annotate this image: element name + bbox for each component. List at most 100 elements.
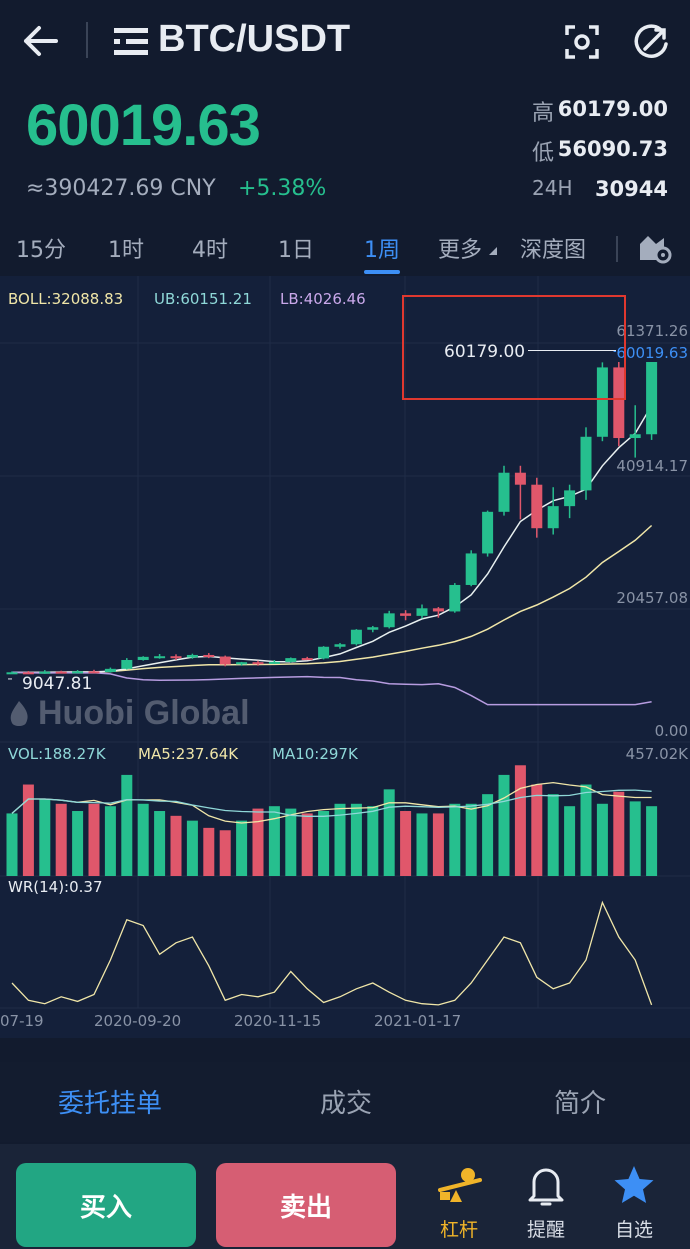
- volume-bar: [236, 820, 248, 876]
- volume-bar: [498, 774, 510, 876]
- pair-title[interactable]: BTC/USDT: [158, 18, 351, 60]
- tab-4h[interactable]: 4时: [192, 238, 228, 263]
- tab-orders[interactable]: 委托挂单: [58, 1089, 163, 1119]
- wr-line: [11, 900, 653, 1006]
- candle-body: [219, 656, 231, 665]
- date-label-4: 2021-01-17: [374, 1012, 462, 1030]
- volume-bar: [367, 806, 379, 876]
- vol24-value: 30944: [594, 177, 668, 201]
- volume-bar: [301, 813, 313, 876]
- candle-body: [400, 613, 412, 616]
- max-price-marker: 60179.00: [444, 342, 526, 362]
- cny-price: ≈390427.69 CNY: [26, 176, 216, 201]
- favorite-label[interactable]: 自选: [615, 1219, 654, 1241]
- wr-series-line: [11, 900, 653, 1006]
- tab-more[interactable]: 更多: [438, 238, 483, 263]
- candle-body: [564, 490, 576, 507]
- kline-chart-area[interactable]: BOLL:32088.83 UB:60151.21 LB:4026.46 613…: [0, 276, 690, 1038]
- candle-body: [55, 671, 67, 674]
- date-label-1: 07-19: [0, 1012, 44, 1030]
- candle-body: [203, 654, 215, 657]
- tab-1w[interactable]: 1周: [364, 238, 400, 263]
- candle-body: [514, 472, 526, 485]
- min-price-marker: 9047.81: [22, 674, 93, 694]
- volume-bar: [383, 789, 395, 876]
- volume-ma-lines: [11, 781, 652, 824]
- screenshot-icon[interactable]: [564, 24, 600, 60]
- huobi-watermark: Huobi Global: [4, 694, 250, 733]
- vol-ma5-line: [11, 781, 652, 824]
- star-icon[interactable]: [612, 1164, 656, 1208]
- huobi-logo-icon: [10, 700, 28, 726]
- volume-bar: [39, 798, 51, 876]
- vol24-label: 24H: [532, 176, 573, 200]
- volume-bar: [170, 815, 182, 876]
- share-icon[interactable]: [632, 22, 672, 62]
- volume-bar: [465, 803, 477, 876]
- tab-1d[interactable]: 1日: [278, 238, 314, 263]
- candle-body: [72, 671, 84, 674]
- tab-15m[interactable]: 15分: [16, 238, 66, 263]
- candle-body: [285, 658, 297, 662]
- tab-1h[interactable]: 1时: [108, 238, 144, 263]
- chart-settings-icon[interactable]: [638, 232, 672, 264]
- candle-body: [350, 629, 362, 645]
- boll-mid-line: [11, 524, 653, 674]
- alert-label[interactable]: 提醒: [527, 1219, 566, 1241]
- list-icon[interactable]: [114, 26, 148, 56]
- candle-body: [383, 613, 395, 628]
- candle-body: [465, 553, 477, 585]
- leverage-label[interactable]: 杠杆: [440, 1219, 479, 1241]
- volume-bar: [334, 803, 346, 876]
- back-arrow-icon[interactable]: [22, 24, 60, 58]
- volume-bar: [55, 803, 67, 876]
- low-value: 56090.73: [557, 137, 668, 161]
- highlight-box: [402, 295, 626, 400]
- candle-body: [547, 506, 559, 529]
- vol-ma10-line: [11, 789, 652, 817]
- candle-body: [39, 671, 51, 674]
- volume-bar: [252, 808, 264, 876]
- volume-bar: [646, 806, 658, 876]
- order-tabs: [0, 1062, 690, 1142]
- volume-bar: [564, 806, 576, 876]
- volume-bar: [186, 820, 198, 876]
- buy-button[interactable]: 买入: [16, 1163, 196, 1247]
- volume-bar: [580, 784, 592, 876]
- volume-bar: [531, 784, 543, 876]
- last-price: 60019.63: [26, 93, 261, 158]
- vol-label: VOL:188.27K: [8, 745, 106, 763]
- price-axis-label-3: 20457.08: [616, 589, 688, 607]
- candle-body: [334, 644, 346, 647]
- candle-body: [449, 584, 461, 612]
- high-value: 60179.00: [557, 97, 668, 121]
- candle-body: [137, 656, 149, 661]
- tab-intro[interactable]: 简介: [554, 1089, 607, 1119]
- date-label-2: 2020-09-20: [94, 1012, 182, 1030]
- kline-chart[interactable]: [0, 276, 690, 1038]
- date-label-3: 2020-11-15: [234, 1012, 322, 1030]
- boll-lines: [11, 405, 653, 706]
- volume-bar: [219, 830, 231, 876]
- bell-icon[interactable]: [526, 1164, 566, 1208]
- ub-label: UB:60151.21: [154, 290, 252, 308]
- tab-trades[interactable]: 成交: [320, 1089, 373, 1119]
- sell-button[interactable]: 卖出: [216, 1163, 396, 1247]
- candle-body: [268, 661, 280, 664]
- candle-body: [170, 656, 182, 659]
- vol-max-label: 457.02K: [625, 745, 688, 763]
- wr-label: WR(14):0.37: [8, 878, 103, 896]
- low-label: 低: [532, 141, 555, 166]
- price-axis-label-1: 61371.26: [616, 322, 688, 340]
- volume-bar: [400, 811, 412, 876]
- candle-body: [6, 672, 18, 675]
- boll-up-line: [11, 405, 653, 674]
- volume-bar: [514, 765, 526, 876]
- candle-body: [482, 511, 494, 554]
- tab-depth[interactable]: 深度图: [520, 238, 587, 263]
- top-header: BTC/USDT: [0, 0, 690, 82]
- leverage-icon[interactable]: [436, 1166, 484, 1208]
- volume-bar: [203, 827, 215, 876]
- ma5-label: MA5:237.64K: [138, 745, 239, 763]
- boll-label: BOLL:32088.83: [8, 290, 124, 308]
